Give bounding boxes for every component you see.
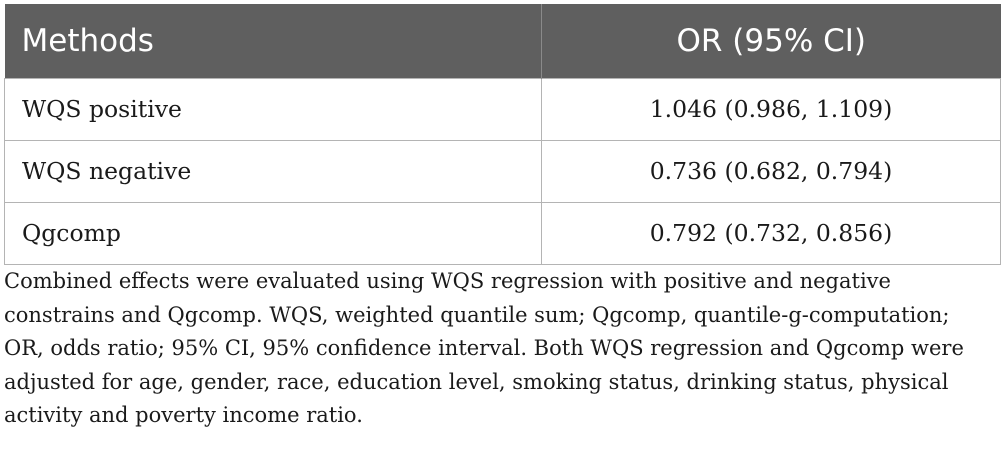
table-footnote: Combined effects were evaluated using WQ… <box>4 265 994 433</box>
header-row: Methods OR (95% CI) <box>4 4 1001 78</box>
method-cell: WQS negative <box>4 139 542 203</box>
method-cell: WQS positive <box>4 77 542 141</box>
header-methods: Methods <box>4 4 542 78</box>
table-row: WQS negative 0.736 (0.682, 0.794) <box>4 139 1001 203</box>
footnote-line: adjusted for age, gender, race, educatio… <box>4 369 949 394</box>
table-body: WQS positive 1.046 (0.986, 1.109) WQS ne… <box>4 77 1001 265</box>
results-table: Methods OR (95% CI) WQS positive 1.046 (… <box>4 4 1001 265</box>
or-ci-cell: 0.792 (0.732, 0.856) <box>541 201 1001 265</box>
results-table-container: Methods OR (95% CI) WQS positive 1.046 (… <box>4 4 1001 265</box>
footnote-line: constrains and Qgcomp. WQS, weighted qua… <box>4 302 950 327</box>
footnote-line: OR, odds ratio; 95% CI, 95% confidence i… <box>4 336 964 360</box>
header-or-ci: OR (95% CI) <box>676 22 867 59</box>
footnote-line: Combined effects were evaluated using WQ… <box>4 269 891 293</box>
or-ci-cell: 1.046 (0.986, 1.109) <box>541 77 1001 141</box>
or-ci-cell: 0.736 (0.682, 0.794) <box>541 139 1001 203</box>
table-row: WQS positive 1.046 (0.986, 1.109) <box>4 77 1001 141</box>
footnote-line: activity and poverty income ratio. <box>4 403 363 427</box>
table-row: Qgcomp 0.792 (0.732, 0.856) <box>4 201 1001 265</box>
method-cell: Qgcomp <box>4 201 542 265</box>
table-header: Methods OR (95% CI) <box>4 4 1001 78</box>
